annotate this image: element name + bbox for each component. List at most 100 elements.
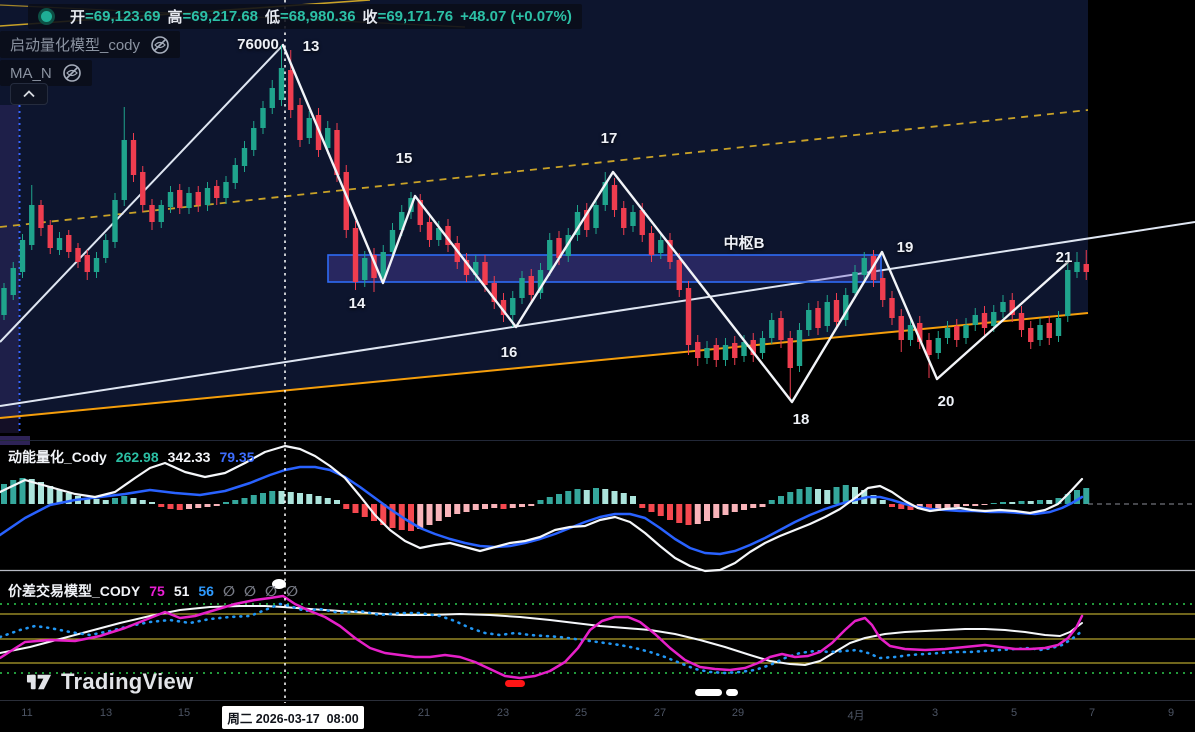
candle-body — [1065, 270, 1071, 316]
candle-body — [639, 210, 645, 235]
indicator-row-ma-n[interactable]: MA_N — [0, 60, 92, 86]
histogram-bar — [768, 500, 775, 504]
candle-body — [371, 255, 377, 278]
histogram-bar — [815, 489, 821, 504]
histogram-bar — [93, 499, 100, 504]
candle-body — [1028, 328, 1034, 342]
candle-body — [861, 258, 867, 275]
candle-body — [177, 190, 183, 208]
histogram-bar — [824, 490, 831, 504]
time-axis-label: 3 — [931, 707, 939, 719]
candle-body — [232, 165, 238, 183]
spread-panel-title[interactable]: 价差交易模型_CODY — [8, 583, 141, 599]
eye-off-icon[interactable] — [150, 35, 170, 55]
spread-value: 51 — [173, 582, 190, 599]
histogram-bar — [667, 504, 673, 520]
candle-body — [121, 140, 127, 200]
candle-body — [112, 200, 118, 242]
candle-body — [824, 302, 830, 326]
histogram-bar — [528, 504, 535, 506]
open-label: 开 — [70, 9, 86, 26]
histogram-bar — [870, 495, 877, 504]
histogram-bar — [1055, 498, 1062, 504]
spread-value: ∅ — [243, 582, 256, 599]
histogram-bar — [1037, 500, 1043, 504]
candle-body — [251, 128, 257, 150]
histogram-bar — [121, 496, 128, 504]
tradingview-logo-icon — [26, 674, 52, 690]
eye-off-icon[interactable] — [62, 63, 82, 83]
high-label: 高 — [167, 9, 183, 26]
candle-body — [436, 228, 442, 240]
candle-body — [1074, 262, 1080, 272]
histogram-bar — [805, 487, 812, 504]
histogram-bar — [620, 493, 627, 504]
candle-body — [528, 276, 534, 295]
histogram-bar — [935, 504, 942, 509]
candle-body — [676, 260, 682, 290]
candle-body — [1018, 313, 1025, 330]
histogram-bar — [167, 504, 174, 509]
candle-body — [537, 270, 544, 293]
histogram-bar — [241, 498, 248, 504]
histogram-bar — [704, 504, 710, 521]
histogram-bar — [435, 504, 442, 521]
low-label: 低 — [265, 9, 281, 26]
candle-body — [510, 298, 516, 315]
candle-body — [602, 182, 608, 205]
candle-body — [954, 326, 960, 340]
indicator-row-launch-model[interactable]: 启动量化模型_cody — [0, 31, 181, 58]
histogram-bar — [546, 497, 553, 504]
histogram-bar — [223, 502, 229, 504]
histogram-bar — [269, 491, 276, 504]
collapse-legend-button[interactable] — [10, 83, 48, 105]
histogram-bar — [463, 504, 470, 512]
candle-body — [29, 205, 35, 245]
momentum-blue-line — [0, 465, 1084, 556]
histogram-bar — [232, 500, 239, 504]
histogram-bar — [130, 498, 137, 504]
candle-body — [704, 348, 710, 358]
candle-body — [880, 278, 886, 300]
candle-body — [223, 182, 229, 198]
histogram-bar — [972, 504, 979, 506]
candle-body — [445, 226, 451, 245]
histogram-bar — [990, 503, 997, 504]
candle-body — [1037, 325, 1043, 340]
candle-body — [732, 343, 738, 358]
histogram-bar — [426, 504, 433, 525]
histogram-bar — [260, 493, 266, 504]
candle-body — [787, 338, 793, 368]
white-signal-marker — [726, 689, 738, 696]
candle-body — [889, 298, 895, 318]
spread-magenta-line — [0, 594, 1084, 680]
candle-body — [19, 240, 26, 272]
time-axis-label: 21 — [417, 707, 431, 719]
time-axis-label: 15 — [177, 707, 191, 719]
histogram-bar — [519, 504, 525, 507]
low-value: =68,980.36 — [280, 8, 356, 25]
candle-body — [593, 205, 599, 228]
histogram-bar — [630, 496, 636, 504]
candle-body — [722, 345, 729, 360]
tradingview-logo[interactable]: TradingView — [26, 668, 194, 695]
histogram-bar — [47, 486, 54, 504]
candle-body — [334, 130, 340, 175]
candle-body — [852, 272, 858, 293]
candle-body — [288, 70, 294, 110]
candle-body — [130, 140, 137, 175]
elliott-wave-path — [281, 43, 1070, 404]
indicator-name: 启动量化模型_cody — [10, 37, 141, 54]
histogram-bar — [944, 504, 951, 508]
histogram-bar — [833, 487, 840, 504]
momentum-value: 79.35 — [219, 449, 255, 465]
histogram-bar — [889, 504, 895, 507]
histogram-bar — [213, 504, 220, 506]
ohlc-legend: 开 =69,123.69 高 =69,217.68 低 =68,980.36 收 =69… — [28, 4, 582, 29]
candle-body — [713, 345, 719, 360]
histogram-bar — [10, 480, 17, 504]
momentum-panel-title[interactable]: 动能量化_Cody — [8, 449, 107, 465]
zone-box-drawing — [327, 254, 882, 283]
